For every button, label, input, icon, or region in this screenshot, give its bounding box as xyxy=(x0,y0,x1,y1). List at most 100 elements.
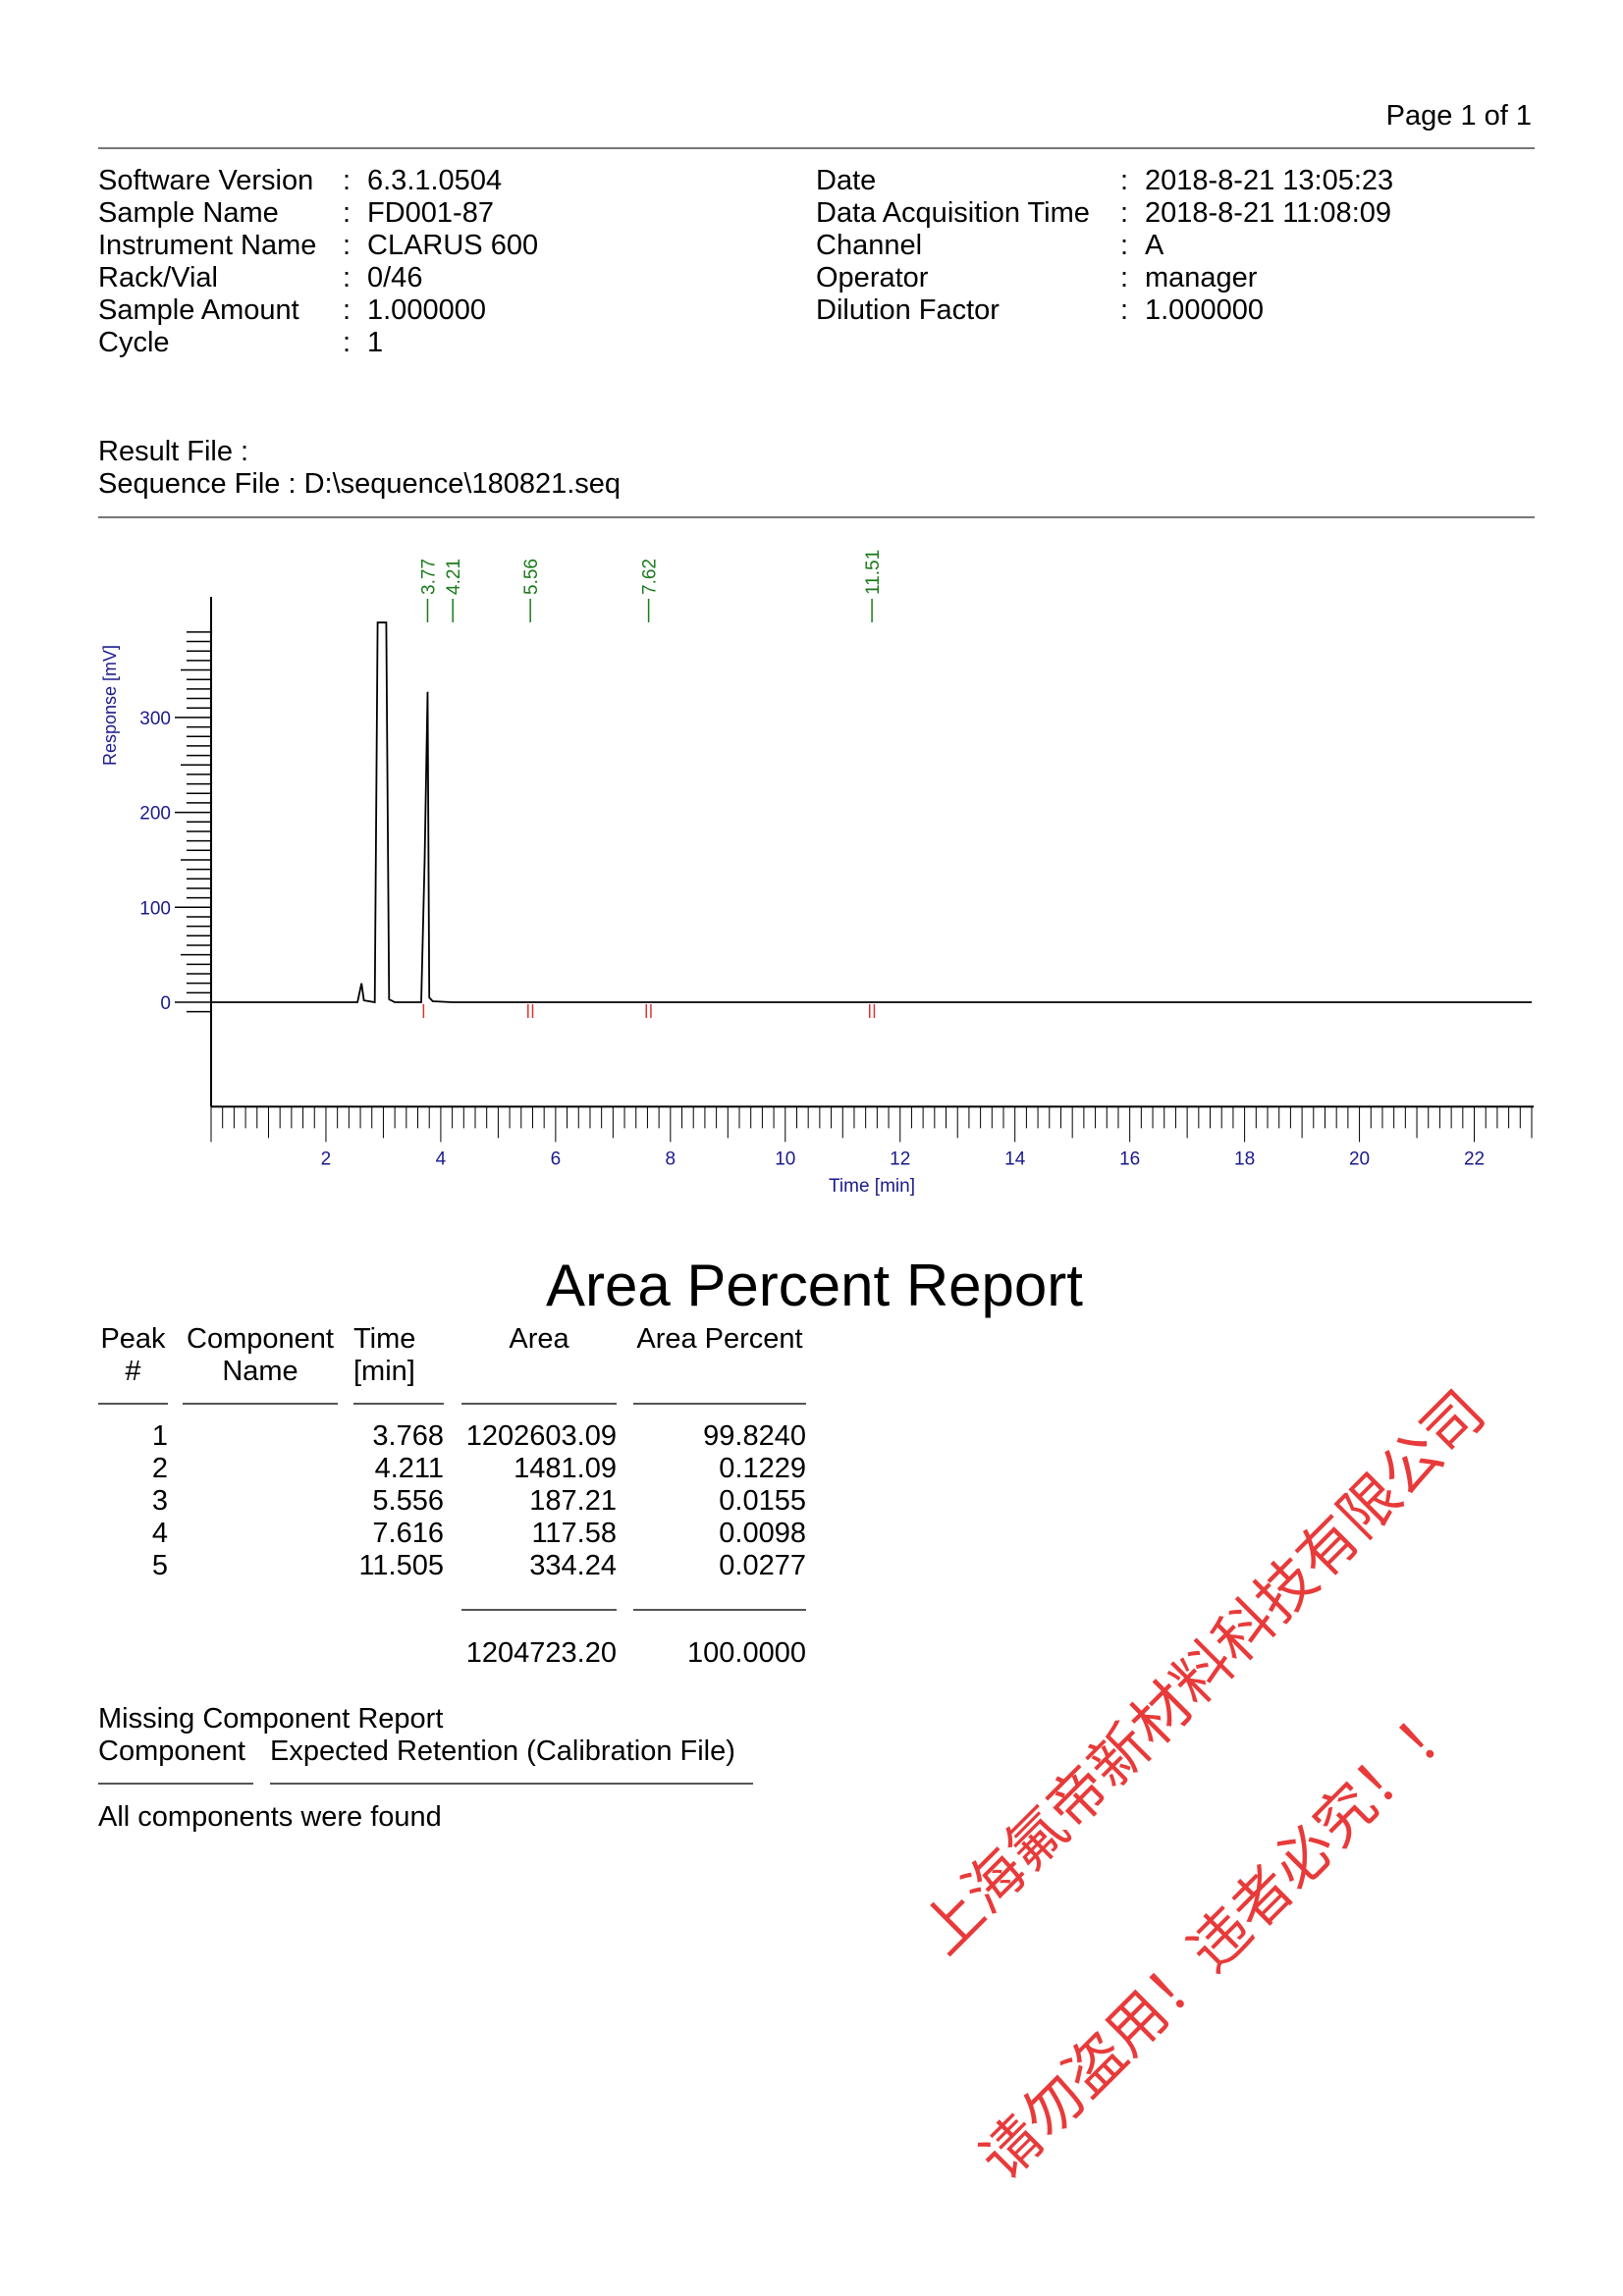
x-tick-label: 12 xyxy=(890,1148,910,1169)
column-header: Name xyxy=(222,1356,298,1387)
watermark-line2: 请勿盗用！违者必究！！ xyxy=(967,1686,1475,2194)
x-tick-label: 18 xyxy=(1234,1148,1255,1169)
x-tick-label: 10 xyxy=(775,1148,795,1169)
cell-time: 11.505 xyxy=(358,1550,444,1581)
info-colon: : xyxy=(343,197,352,229)
info-label: Cycle xyxy=(98,327,170,358)
cell-area: 334.24 xyxy=(529,1550,617,1581)
info-colon: : xyxy=(343,165,352,196)
info-label: Channel xyxy=(816,230,923,261)
cell-peak: 4 xyxy=(151,1518,168,1549)
info-label: Sample Amount xyxy=(98,294,299,326)
y-tick-label: 100 xyxy=(139,898,171,919)
cell-percent: 0.0098 xyxy=(719,1518,806,1549)
info-value: 0/46 xyxy=(367,262,423,294)
cell-percent: 0.0155 xyxy=(719,1485,806,1517)
column-header: Area Percent xyxy=(636,1323,803,1355)
x-tick-label: 4 xyxy=(436,1148,447,1169)
x-tick-label: 16 xyxy=(1119,1148,1140,1169)
x-axis-title: Time [min] xyxy=(829,1176,915,1197)
missing-col-component: Component xyxy=(98,1735,245,1767)
column-header: Component xyxy=(187,1323,334,1355)
cell-time: 5.556 xyxy=(372,1485,444,1517)
page-number: Page 1 of 1 xyxy=(1385,100,1532,132)
info-colon: : xyxy=(1120,230,1129,261)
cell-peak: 3 xyxy=(151,1485,168,1517)
missing-col-expected: Expected Retention (Calibration File) xyxy=(270,1735,735,1767)
chromatogram: 0 100 200 300 Response [mV] 2 4 6 8 10 12 14 16 18 20 2… xyxy=(100,550,1534,1197)
info-colon: : xyxy=(343,262,352,294)
info-label: Data Acquisition Time xyxy=(816,197,1090,229)
info-label: Date xyxy=(816,165,877,196)
chromatogram-trace xyxy=(211,621,1532,1004)
info-value: manager xyxy=(1145,262,1258,294)
missing-underline xyxy=(98,1783,253,1785)
info-value: 1 xyxy=(367,327,384,358)
info-colon: : xyxy=(343,230,352,261)
column-header: Time xyxy=(353,1323,416,1355)
x-tick-label: 22 xyxy=(1464,1148,1485,1169)
info-value: 1.000000 xyxy=(367,294,486,326)
total-underline xyxy=(633,1609,806,1611)
info-label: Sample Name xyxy=(98,197,279,229)
column-header: Peak xyxy=(100,1323,166,1355)
cell-percent: 0.0277 xyxy=(719,1550,806,1581)
cell-time: 7.616 xyxy=(372,1518,444,1549)
info-colon: : xyxy=(343,294,352,326)
column-header: Area xyxy=(509,1323,569,1355)
peak-label: 5.56 xyxy=(521,559,542,595)
info-value: 2018-8-21 13:05:23 xyxy=(1145,165,1394,196)
report-title: Area Percent Report xyxy=(546,1253,1083,1318)
sequence-file: Sequence File : D:\sequence\180821.seq xyxy=(98,468,622,500)
info-colon: : xyxy=(343,327,352,358)
x-tick-label: 2 xyxy=(321,1148,332,1169)
missing-title: Missing Component Report xyxy=(98,1703,444,1735)
info-label: Software Version xyxy=(98,165,314,196)
x-tick-label: 6 xyxy=(551,1148,562,1169)
cell-percent: 0.1229 xyxy=(719,1453,806,1484)
cell-peak: 1 xyxy=(151,1420,168,1452)
peak-label: 11.51 xyxy=(863,550,884,595)
header-underline xyxy=(353,1403,444,1405)
peak-label: 3.77 xyxy=(418,559,439,595)
column-header: # xyxy=(125,1356,141,1387)
info-colon: : xyxy=(1120,294,1129,326)
result-file: Result File : xyxy=(98,436,249,467)
cell-area: 1481.09 xyxy=(514,1453,617,1484)
column-header: [min] xyxy=(353,1356,415,1387)
info-label: Rack/Vial xyxy=(98,262,218,294)
info-value: CLARUS 600 xyxy=(367,230,539,261)
cell-percent: 99.8240 xyxy=(703,1420,806,1452)
cell-peak: 5 xyxy=(151,1550,168,1581)
info-value: A xyxy=(1145,230,1164,261)
cell-peak: 2 xyxy=(151,1453,168,1484)
header-underline xyxy=(633,1403,806,1405)
y-tick-label: 300 xyxy=(139,709,171,729)
info-value: 1.000000 xyxy=(1145,294,1264,326)
cell-time: 3.768 xyxy=(372,1420,444,1452)
cell-time: 4.211 xyxy=(374,1453,444,1484)
peak-label: 7.62 xyxy=(640,559,661,595)
y-axis-title: Response [mV] xyxy=(100,645,120,766)
cell-area: 117.58 xyxy=(531,1518,617,1549)
y-tick-label: 200 xyxy=(139,804,171,825)
total-area: 1204723.20 xyxy=(465,1637,617,1669)
x-tick-label: 14 xyxy=(1004,1148,1026,1169)
info-divider xyxy=(98,516,1535,518)
cell-area: 187.21 xyxy=(529,1485,617,1517)
cell-area: 1202603.09 xyxy=(465,1420,617,1452)
info-label: Instrument Name xyxy=(98,230,317,261)
missing-underline xyxy=(270,1783,753,1785)
info-colon: : xyxy=(1120,165,1129,196)
header-divider xyxy=(98,147,1535,149)
y-tick-label: 0 xyxy=(160,993,171,1014)
info-colon: : xyxy=(1120,197,1129,229)
x-tick-label: 20 xyxy=(1349,1148,1370,1169)
peak-label: 4.21 xyxy=(444,559,464,595)
total-underline xyxy=(461,1609,617,1611)
x-tick-label: 8 xyxy=(666,1148,676,1169)
total-percent: 100.0000 xyxy=(687,1637,806,1669)
header-underline xyxy=(98,1403,168,1405)
header-underline xyxy=(461,1403,617,1405)
info-colon: : xyxy=(1120,262,1129,294)
